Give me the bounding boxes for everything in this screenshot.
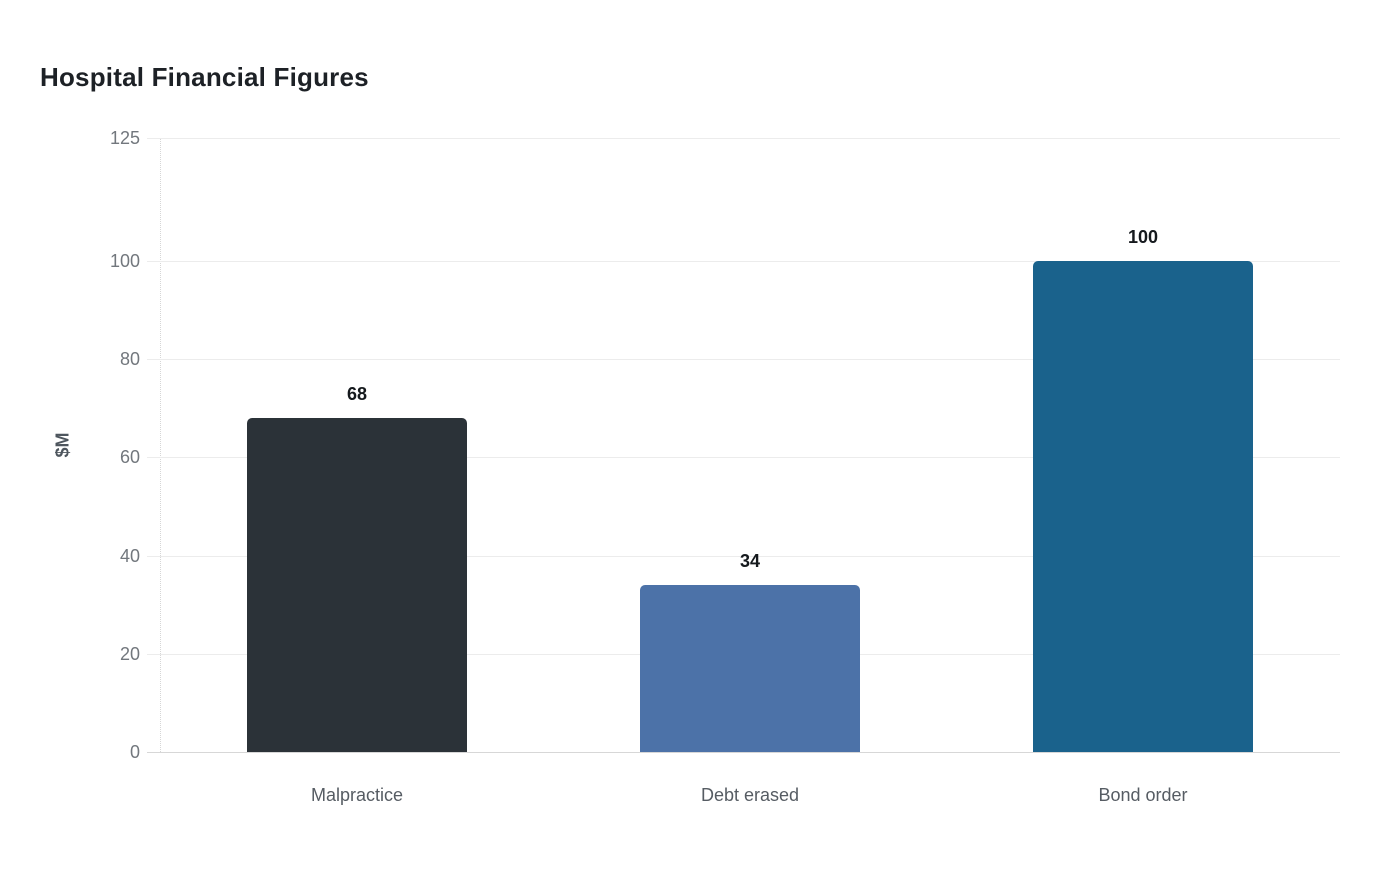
x-category-label-bond-order: Bond order [1098,785,1188,805]
y-tick-label-0: 0 [129,742,140,762]
y-tick-label-20: 20 [119,644,140,664]
gridline-y-100 [147,261,1340,262]
bar-value-label-malpractice: 68 [346,384,368,404]
y-tick-label-60: 60 [119,447,140,467]
y-tick-label-100: 100 [109,251,140,271]
plot-area: 0 20 40 60 80 100 125 68 Malpractice 34 Debt erase… [110,128,1340,805]
bar-value-label-bond-order: 100 [1127,227,1159,247]
bar-value-label-debt-erased: 34 [739,551,761,571]
bar-bond-order [1033,261,1253,752]
bar-malpractice [247,418,467,752]
gridline-y-60 [147,457,1340,458]
y-tick-label-80: 80 [119,349,140,369]
y-tick-label-40: 40 [119,546,140,566]
y-tick-label-125: 125 [109,128,140,148]
gridline-y-125 [147,138,1340,139]
chart-title: Hospital Financial Figures [40,62,369,92]
gridline-y-0 [147,752,1340,753]
x-category-label-debt-erased: Debt erased [700,785,800,805]
bar-debt-erased [640,585,860,752]
gridline-y-40 [147,556,1340,557]
gridline-y-80 [147,359,1340,360]
y-axis-line [160,138,161,752]
x-category-label-malpractice: Malpractice [310,785,404,805]
